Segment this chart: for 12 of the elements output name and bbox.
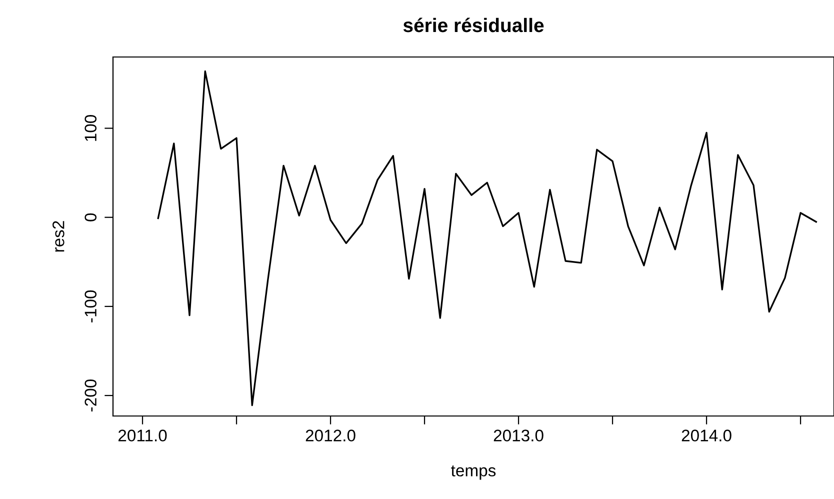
x-axis-title: temps — [451, 465, 496, 480]
y-axis-title: res2 — [52, 221, 64, 252]
y-tick-label: -100 — [84, 290, 97, 322]
x-tick-label: 2012.0 — [306, 430, 356, 442]
y-tick-label: 0 — [84, 213, 97, 222]
x-tick-label: 2014.0 — [682, 430, 732, 442]
y-tick-label: 100 — [84, 115, 97, 141]
line-series — [157, 70, 817, 406]
x-tick-label: 2011.0 — [118, 430, 167, 442]
y-tick-label: -200 — [84, 379, 97, 412]
chart-title: série résidualle — [403, 18, 544, 32]
x-tick-label: 2013.0 — [494, 430, 544, 442]
